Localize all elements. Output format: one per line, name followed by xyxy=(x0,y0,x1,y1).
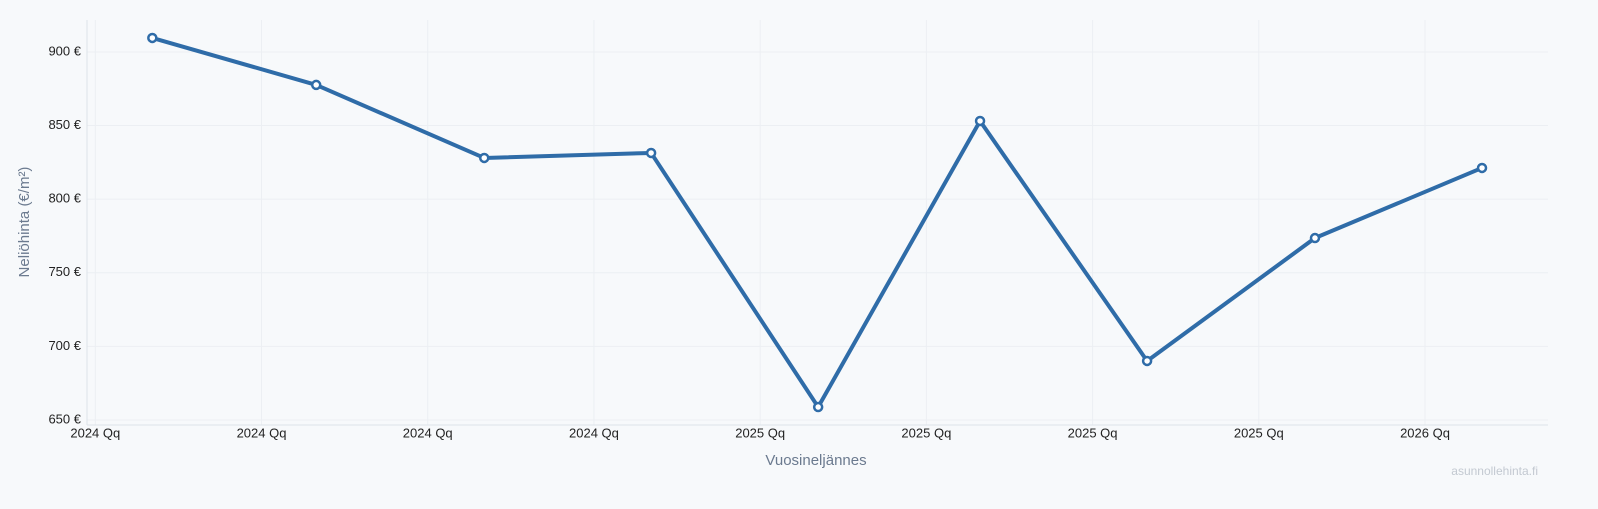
data-point xyxy=(478,152,490,164)
x-tick-label: 2024 Qq xyxy=(237,425,287,440)
x-tick-label: 2025 Qq xyxy=(735,425,785,440)
x-tick-label: 2026 Qq xyxy=(1400,425,1450,440)
data-point xyxy=(974,115,986,127)
data-point xyxy=(645,147,657,159)
x-tick-label: 2025 Qq xyxy=(1068,425,1118,440)
y-tick-label: 800 € xyxy=(48,191,81,206)
y-tick-label: 750 € xyxy=(48,264,81,279)
y-tick-label: 650 € xyxy=(48,411,81,426)
x-axis-title: Vuosineljännes xyxy=(765,452,866,469)
y-tick-label: 850 € xyxy=(48,117,81,132)
x-tick-label: 2024 Qq xyxy=(70,425,120,440)
watermark: asunnollehinta.fi xyxy=(1451,464,1538,478)
data-point xyxy=(812,401,824,413)
x-tick-label: 2024 Qq xyxy=(403,425,453,440)
data-point xyxy=(310,79,322,91)
y-axis-title: Neliöhinta (€/m²) xyxy=(16,167,33,278)
x-tick-label: 2025 Qq xyxy=(901,425,951,440)
data-point xyxy=(1309,232,1321,244)
x-tick-label: 2024 Qq xyxy=(569,425,619,440)
data-point xyxy=(147,32,158,44)
data-point xyxy=(1141,355,1153,367)
x-tick-label: 2025 Qq xyxy=(1234,425,1284,440)
y-tick-label: 700 € xyxy=(48,338,81,353)
y-tick-label: 900 € xyxy=(48,43,81,58)
data-point xyxy=(1476,162,1488,174)
